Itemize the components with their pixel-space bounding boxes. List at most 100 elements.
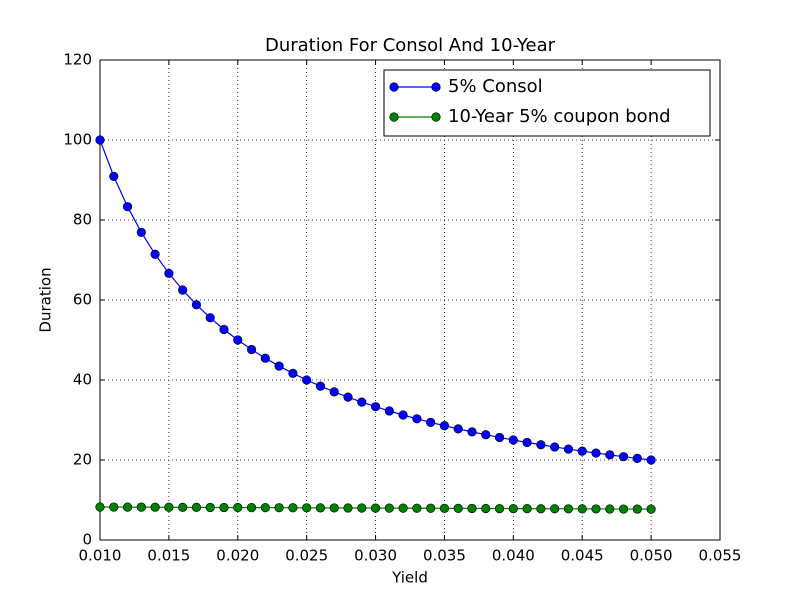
data-point [315,503,326,513]
data-point [646,455,656,465]
data-point [191,502,202,512]
data-point [618,452,629,462]
data-point [618,504,629,514]
data-point [329,387,339,397]
data-point [632,504,642,514]
data-point [164,502,174,512]
legend-frame [383,69,711,137]
legend-label: 10-Year 5% coupon bond [448,106,671,127]
data-point [550,504,560,514]
data-point [109,171,119,181]
data-point [412,414,422,424]
data-point [563,444,574,454]
data-point [246,503,257,513]
data-point [205,502,215,513]
data-point [384,406,394,416]
legend: 5% Consol 10-Year 5% coupon bond [383,69,711,137]
data-point [605,504,615,514]
chart-title: Duration For Consol And 10-Year [265,35,556,56]
data-point [219,502,229,513]
data-point [150,502,160,512]
data-point [481,503,491,514]
data-point [453,503,463,514]
data-point [343,503,353,513]
data-point [494,503,505,514]
data-point [343,392,353,402]
legend-marker [389,82,399,92]
data-point [122,502,133,512]
y-tick-label: 20 [73,451,92,469]
data-point [467,503,477,514]
x-tick-label: 0.020 [216,547,259,565]
data-point [233,335,243,345]
legend-label: 5% Consol [448,76,543,97]
data-point [274,361,284,371]
x-tick-label: 0.055 [699,547,742,565]
data-point [426,503,436,513]
y-tick-label: 60 [73,291,92,309]
data-point [550,442,560,452]
data-point [288,368,298,378]
data-point [136,227,146,237]
data-point [122,202,133,212]
data-point [632,453,642,463]
data-point [357,503,367,513]
legend-marker [431,82,441,92]
y-tick-label: 40 [73,371,92,389]
data-point [467,427,477,437]
data-point [494,432,505,443]
data-point [329,503,339,513]
x-tick-label: 0.050 [630,547,673,565]
data-point [370,402,381,412]
y-tick-label: 0 [82,531,92,549]
x-axis-label: Yield [391,569,428,587]
data-point [646,504,656,514]
y-axis-label: Duration [37,267,55,332]
x-tick-label: 0.015 [147,547,190,565]
data-point [426,417,436,427]
y-tick-label: 120 [63,51,92,69]
data-point [563,504,574,514]
data-point [260,353,270,363]
data-point [439,421,450,431]
y-tick-label: 80 [73,211,92,229]
data-point [357,397,367,407]
data-point [605,450,615,460]
legend-marker [431,112,441,122]
data-point [508,504,518,514]
data-point [398,503,408,513]
data-point [577,504,587,514]
data-point [481,430,491,440]
data-point [136,502,146,512]
data-point [439,503,450,513]
data-point [522,437,532,448]
x-tick-label: 0.045 [561,547,604,565]
data-point [508,435,518,445]
data-point [522,504,532,514]
data-point [246,344,257,355]
data-point [274,503,284,513]
x-tick-label: 0.025 [285,547,328,565]
y-tick-label: 100 [63,131,92,149]
data-point [164,268,174,278]
data-point [233,502,243,513]
data-point [577,446,587,456]
plot-frame [99,59,721,541]
data-point [302,375,312,385]
data-point [536,504,546,514]
x-tick-label: 0.030 [354,547,397,565]
data-point [178,285,188,295]
data-point [398,410,408,420]
data-point [384,503,394,513]
legend-marker [389,112,399,122]
data-point [219,324,229,335]
data-point [191,300,202,310]
data-point [536,440,546,450]
data-point [95,135,105,145]
data-point [95,502,105,512]
data-point [412,503,422,513]
x-tick-label: 0.040 [492,547,535,565]
data-point [591,504,601,514]
data-point [370,503,381,513]
x-tick-label: 0.010 [79,547,122,565]
